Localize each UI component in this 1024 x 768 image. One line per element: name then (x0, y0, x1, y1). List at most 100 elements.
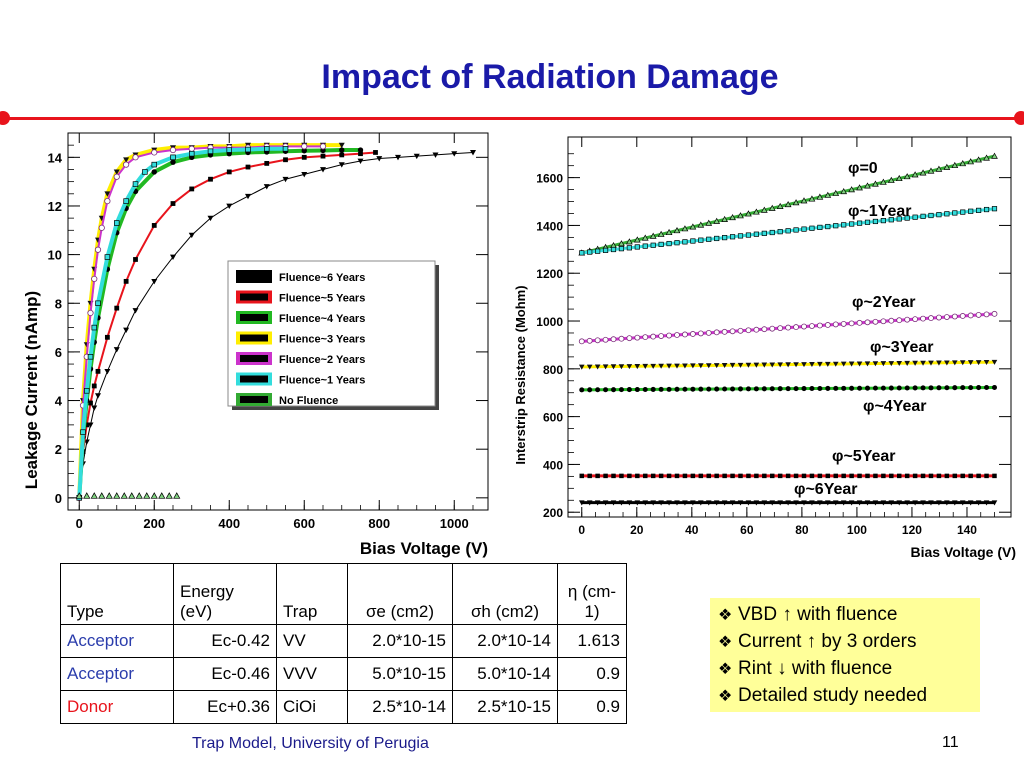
data-point (761, 386, 767, 392)
data-point (188, 145, 195, 152)
data-point (856, 184, 863, 191)
data-point (595, 387, 601, 393)
y-tick-label: 6 (55, 345, 62, 360)
data-point (595, 473, 600, 479)
data-point (698, 473, 704, 479)
data-point (817, 224, 823, 230)
data-point (165, 492, 173, 499)
data-point (245, 146, 251, 153)
data-point (618, 387, 624, 393)
data-point (650, 363, 656, 369)
data-point (865, 473, 870, 479)
data-point (689, 223, 697, 230)
data-point (208, 176, 213, 182)
data-point (769, 362, 776, 368)
data-point (357, 158, 364, 164)
data-point (658, 386, 664, 392)
data-point (968, 473, 973, 479)
data-point (888, 361, 895, 367)
data-point (207, 148, 214, 154)
data-point (104, 254, 111, 260)
data-point (888, 317, 895, 324)
data-point (626, 364, 633, 370)
cell-sigma-e: 2.0*10-15 (347, 624, 453, 658)
leakage-y-axis-label: Leakage Current (nAmp) (22, 291, 41, 489)
data-point (123, 327, 130, 334)
data-point (123, 278, 129, 284)
data-point (785, 500, 791, 506)
data-point (91, 383, 97, 389)
data-point (226, 147, 233, 153)
data-point (674, 500, 680, 506)
data-point (729, 328, 736, 335)
data-point (959, 360, 966, 366)
data-point (793, 473, 799, 479)
data-point (912, 500, 918, 506)
x-tick-label: 60 (740, 523, 754, 537)
data-point (753, 386, 759, 392)
cell-energy: Ec-0.46 (173, 657, 277, 691)
data-point (451, 151, 458, 157)
data-point (338, 162, 345, 168)
data-point (338, 142, 345, 149)
data-point (83, 388, 90, 394)
data-point (358, 151, 363, 157)
data-point (690, 500, 696, 506)
data-point (800, 197, 808, 204)
cell-type: Acceptor (60, 624, 174, 658)
data-point (801, 473, 807, 479)
data-point (245, 164, 251, 170)
cell-eta: 1.613 (557, 624, 627, 658)
data-point (705, 500, 712, 506)
data-point (123, 161, 130, 168)
cell-type: Acceptor (60, 657, 174, 691)
data-point (801, 386, 807, 392)
legend-label: Fluence~1 Years (279, 375, 365, 387)
data-point (610, 246, 617, 253)
data-point (395, 154, 401, 161)
data-point (602, 364, 609, 370)
series-label: φ~5Year (832, 448, 896, 465)
data-point (888, 385, 894, 391)
data-point (864, 500, 871, 506)
data-point (952, 473, 958, 479)
data-point (682, 500, 688, 506)
data-point (586, 337, 593, 344)
data-point (912, 214, 918, 220)
data-point (816, 322, 823, 329)
data-point (849, 385, 855, 391)
data-point (339, 147, 345, 153)
data-point (745, 210, 752, 217)
data-point (896, 317, 903, 324)
cell-sigma-e: 5.0*10-15 (347, 657, 453, 691)
data-point (991, 359, 998, 365)
data-point (920, 213, 926, 219)
data-point (769, 325, 776, 332)
data-point (809, 386, 815, 392)
rule-right-dot (1014, 111, 1024, 125)
data-point (888, 217, 894, 223)
cell-energy: Ec-0.42 (173, 624, 277, 658)
data-point (579, 473, 584, 479)
data-point (959, 500, 966, 506)
data-point (952, 210, 958, 216)
series-label: φ~2Year (852, 294, 916, 311)
data-point (84, 422, 90, 428)
table-row: Donor Ec+0.36 CiOi 2.5*10-14 2.5*10-15 0… (60, 690, 627, 724)
data-point (975, 500, 982, 506)
data-point (722, 386, 728, 392)
data-point (857, 385, 863, 391)
data-point (643, 473, 648, 479)
x-tick-label: 0 (76, 516, 83, 531)
data-point (944, 500, 950, 506)
data-point (226, 169, 232, 175)
data-point (594, 364, 601, 370)
data-point (674, 363, 680, 369)
data-point (682, 363, 688, 369)
data-point (880, 318, 887, 325)
data-point (578, 500, 585, 506)
cell-energy: Ec+0.36 (173, 690, 277, 724)
data-point (976, 385, 982, 391)
data-point (936, 473, 942, 479)
x-tick-label: 140 (957, 523, 977, 537)
